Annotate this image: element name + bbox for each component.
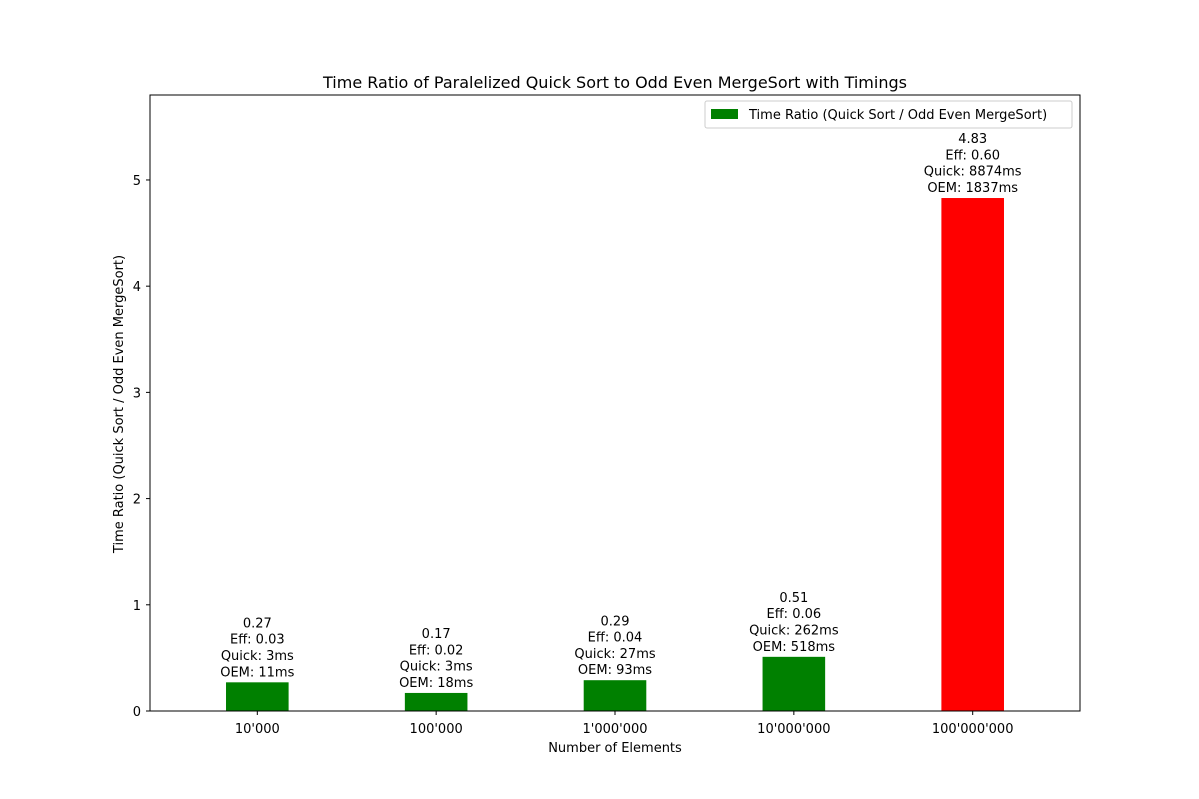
bar-annotation: Quick: 262ms [749, 624, 839, 639]
bar-annotation: OEM: 11ms [220, 665, 294, 680]
legend-label: Time Ratio (Quick Sort / Odd Even MergeS… [748, 108, 1047, 123]
bar [226, 682, 289, 711]
y-tick-label: 1 [133, 599, 141, 614]
legend-swatch [711, 109, 738, 119]
bar-annotation: 0.27 [243, 616, 272, 631]
y-tick-label: 0 [133, 705, 141, 720]
x-tick-label: 100'000 [410, 722, 463, 737]
bar-annotation: OEM: 18ms [399, 676, 473, 691]
bar-annotation: 0.51 [779, 591, 808, 606]
bar [404, 692, 468, 711]
bar-annotation: Eff: 0.60 [945, 148, 1000, 163]
bar-annotation: 0.17 [422, 627, 451, 642]
bar-annotation: Eff: 0.04 [588, 631, 643, 646]
y-axis-label: Time Ratio (Quick Sort / Odd Even MergeS… [112, 255, 127, 554]
bar-annotation: Quick: 3ms [221, 649, 294, 664]
bar-annotation: Quick: 8874ms [924, 165, 1022, 180]
bar-annotation: 0.29 [601, 614, 630, 629]
bar [941, 198, 1004, 711]
x-tick-label: 10'000'000 [757, 722, 830, 737]
bar-annotation: Eff: 0.06 [767, 607, 822, 622]
x-axis-label: Number of Elements [548, 741, 682, 756]
y-tick-label: 4 [133, 280, 141, 295]
legend: Time Ratio (Quick Sort / Odd Even MergeS… [704, 100, 1073, 129]
bar-annotation: OEM: 1837ms [927, 181, 1018, 196]
x-tick-label: 1'000'000 [582, 722, 647, 737]
y-tick-label: 2 [133, 493, 141, 508]
bar-annotation: OEM: 93ms [578, 663, 652, 678]
bar-annotation: Quick: 3ms [400, 660, 473, 675]
x-tick-label: 100'000'000 [932, 722, 1014, 737]
bar [762, 656, 826, 711]
bar-annotation: Quick: 27ms [574, 647, 655, 662]
bar-annotation: Eff: 0.02 [409, 643, 464, 658]
bar-annotation: Eff: 0.03 [230, 633, 285, 648]
bar [583, 680, 647, 711]
bar-annotation: OEM: 518ms [753, 640, 836, 655]
y-tick-label: 3 [133, 386, 141, 401]
chart-title: Time Ratio of Paralelized Quick Sort to … [322, 73, 907, 92]
legend-frame [704, 100, 1073, 129]
x-tick-label: 10'000 [235, 722, 280, 737]
bar-annotation: 4.83 [958, 132, 987, 147]
y-tick-label: 5 [133, 174, 141, 189]
